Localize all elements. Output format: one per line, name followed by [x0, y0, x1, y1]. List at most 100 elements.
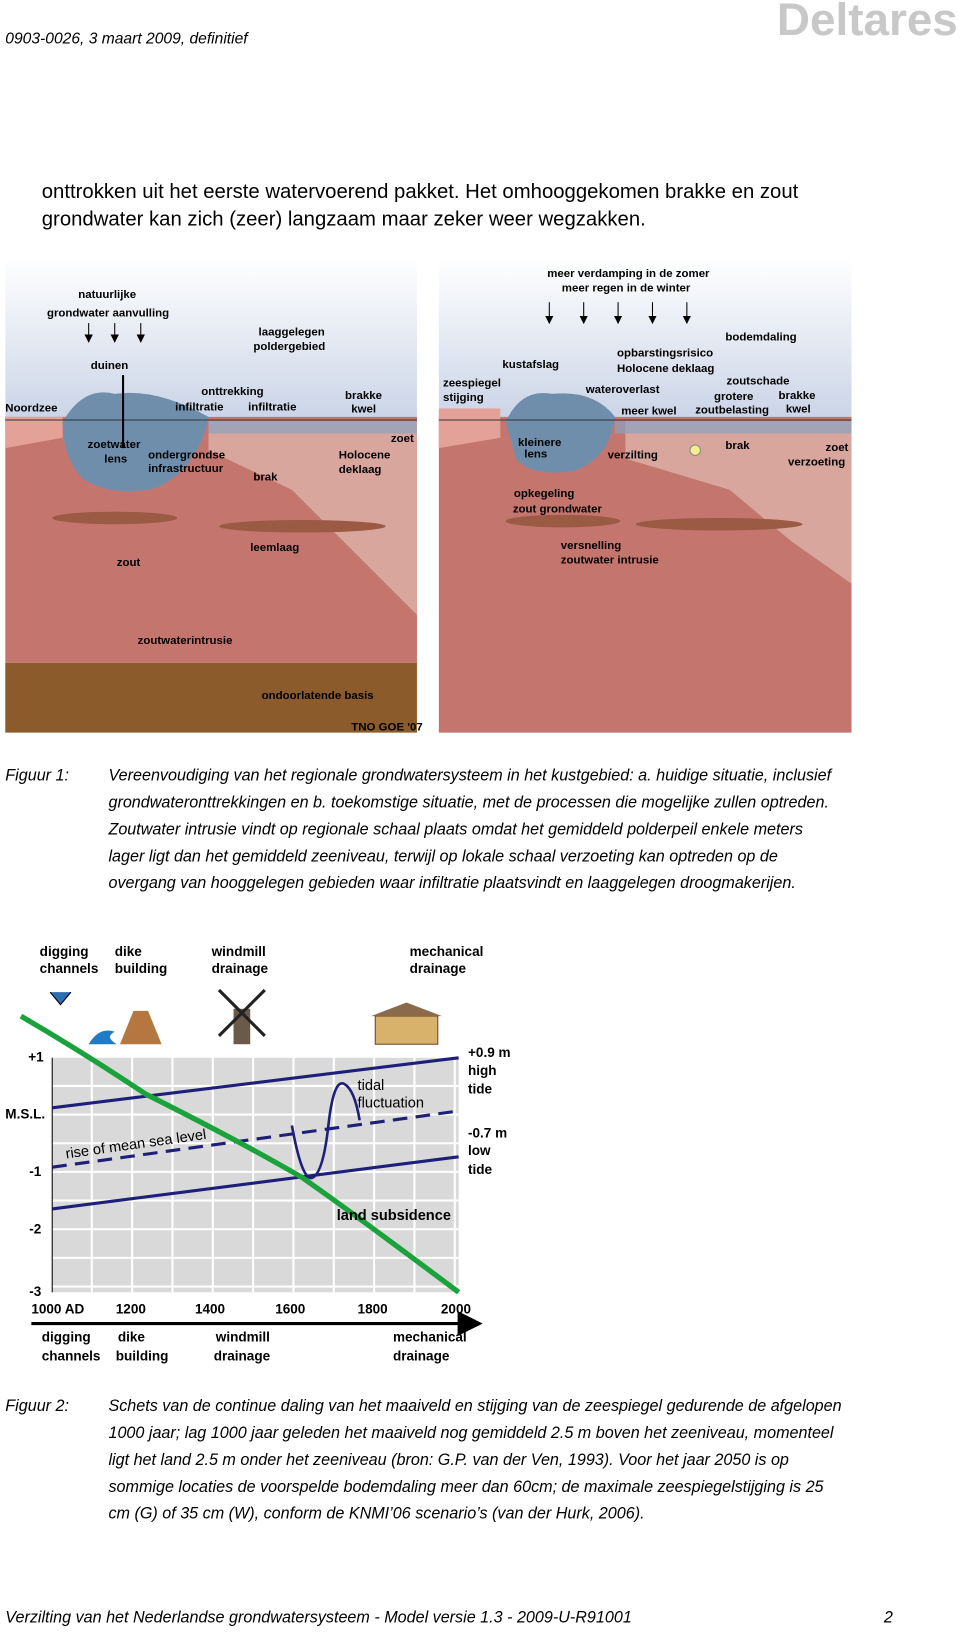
diagram-label: natuurlijke [78, 289, 136, 301]
diagram-label: verzoeting [788, 457, 845, 469]
diagram-label: Holocene [339, 449, 391, 461]
diagram-label: zout grondwater [513, 504, 603, 516]
diagram-label: verzilting [608, 449, 658, 461]
axis-label: 1600 [275, 1302, 305, 1317]
axis-label: 2000 [441, 1302, 471, 1317]
figure-1-left [5, 257, 417, 733]
diagram-label: windmill [211, 944, 266, 959]
axis-label: 1000 AD [31, 1302, 84, 1317]
diagram-label: Holocene deklaag [617, 363, 714, 375]
diagram-label: lens [524, 448, 547, 460]
diagram-label: brak [725, 440, 750, 452]
caption-text: ligt het land 2.5 m onder het zeeniveau … [108, 1451, 788, 1469]
diagram-label: Noordzee [5, 403, 57, 415]
diagram-label: meer verdamping in de zomer [547, 268, 710, 280]
diagram-label: digging [40, 944, 89, 959]
diagram-label: grotere [714, 391, 753, 403]
tide-label: low [468, 1143, 491, 1158]
diagram-label: brakke [779, 390, 816, 402]
diagram-label: bodemdaling [725, 332, 796, 344]
diagram-label: ondoorlatende basis [262, 690, 374, 702]
body-text: onttrokken uit het eerste watervoerend p… [42, 181, 799, 203]
diagram-label: zoetwater [88, 439, 141, 451]
diagram-label: ondergrondse [148, 449, 225, 461]
diagram-label: wateroverlast [585, 384, 660, 396]
diagram-label: drainage [214, 1348, 271, 1363]
axis-label: M.S.L. [5, 1107, 45, 1122]
caption-text: Schets van de continue daling van het ma… [108, 1397, 841, 1415]
page-number: 2 [883, 1609, 893, 1627]
diagram-label: kwel [351, 404, 376, 416]
diagram-label: zoutwaterintrusie [138, 635, 233, 647]
diagram-label: zoutwater intrusie [561, 555, 659, 567]
diagram-label: zout [117, 557, 141, 569]
tide-label: -0.7 m [468, 1125, 507, 1140]
diagram-label: drainage [212, 961, 269, 976]
caption-text: Zoutwater intrusie vindt op regionale sc… [107, 820, 802, 838]
caption-text: 1000 jaar; lag 1000 jaar geleden het maa… [108, 1424, 833, 1442]
header-reference: 0903-0026, 3 maart 2009, definitief [5, 31, 249, 48]
diagram-label: zeespiegel [443, 378, 501, 390]
axis-label: +1 [28, 1049, 44, 1064]
diagram-label: lens [104, 454, 127, 466]
diagram-label: digging [42, 1330, 91, 1345]
caption-text: Vereenvoudiging van het regionale grondw… [108, 767, 832, 785]
diagram-label: dike [118, 1330, 146, 1345]
axis-label: -3 [29, 1284, 42, 1299]
diagram-label: grondwater aanvulling [47, 308, 169, 320]
diagram-label: mechanical [410, 944, 484, 959]
diagram-label: drainage [410, 961, 467, 976]
diagram-label: kwel [786, 404, 811, 416]
diagram-label: poldergebied [253, 341, 325, 353]
caption-text: overgang van hooggelegen gebieden waar i… [108, 874, 795, 892]
caption-label: Figuur 2: [5, 1397, 69, 1415]
diagram-label: mechanical [393, 1330, 467, 1345]
annotation: tidal [358, 1078, 385, 1094]
annotation: fluctuation [358, 1095, 424, 1111]
logo: Deltares [777, 0, 958, 45]
diagram-label: zoet [391, 433, 414, 445]
caption-text: lager ligt dan het gemiddeld zeeniveau, … [108, 847, 777, 865]
diagram-label: deklaag [339, 464, 382, 476]
axis-label: 1200 [116, 1302, 146, 1317]
footer-title: Verzilting van het Nederlandse grondwate… [5, 1609, 632, 1627]
caption-label: Figuur 1: [5, 767, 69, 785]
tide-label: high [468, 1063, 497, 1078]
diagram-label: zoutschade [726, 375, 789, 387]
diagram-label: channels [42, 1348, 101, 1363]
axis-label: 1400 [195, 1302, 225, 1317]
tide-label: tide [468, 1162, 493, 1177]
diagram-label: meer regen in de winter [562, 283, 691, 295]
diagram-label: versnelling [561, 540, 621, 552]
diagram-label: opbarstingsrisico [617, 347, 713, 359]
diagram-label: infiltratie [248, 402, 296, 414]
diagram-label: windmill [215, 1330, 270, 1345]
diagram-label: zoutbelasting [695, 405, 769, 417]
diagram-label: opkegeling [514, 488, 574, 500]
diagram-label: kustafslag [502, 359, 559, 371]
tide-label: tide [468, 1082, 493, 1097]
diagram-label: TNO GOE '07 [351, 721, 422, 733]
diagram-label: channels [40, 961, 99, 976]
diagram-label: infiltratie [175, 402, 223, 414]
diagram-label: zoet [825, 442, 848, 454]
diagram-label: leemlaag [250, 542, 299, 554]
body-text: grondwater kan zich (zeer) langzaam maar… [42, 208, 646, 230]
diagram-label: brakke [345, 390, 382, 402]
diagram-label: kleinere [518, 437, 561, 449]
tide-label: +0.9 m [468, 1045, 511, 1060]
axis-label: -1 [29, 1164, 42, 1179]
diagram-label: dike [115, 944, 143, 959]
diagram-label: meer kwel [621, 406, 676, 418]
diagram-label: drainage [393, 1348, 450, 1363]
diagram-label: building [115, 961, 168, 976]
diagram-label: building [116, 1348, 169, 1363]
diagram-label: brak [253, 471, 278, 483]
caption-text: grondwateronttrekkingen en b. toekomstig… [108, 794, 828, 812]
caption-text: cm (G) of 35 cm (W), conform de KNMI’06 … [108, 1505, 644, 1523]
diagram-label: duinen [91, 360, 129, 372]
figure-1-right [438, 257, 852, 733]
axis-label: -2 [29, 1221, 41, 1236]
diagram-label: infrastructuur [148, 463, 224, 475]
